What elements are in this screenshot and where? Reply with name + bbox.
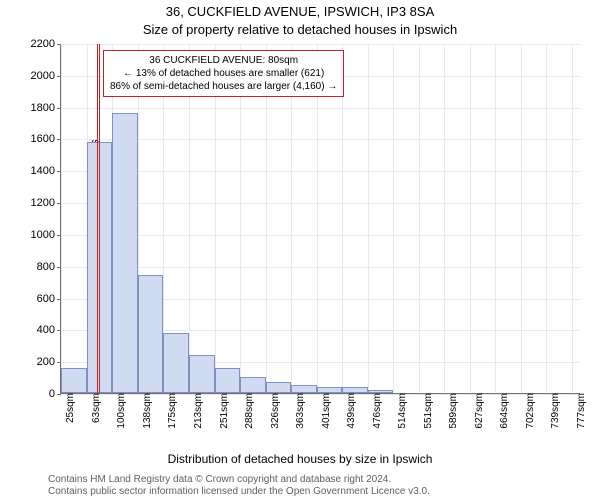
xtick-label: 100sqm — [112, 393, 127, 429]
xtick-label: 213sqm — [189, 393, 204, 429]
gridline-v — [572, 44, 573, 393]
gridline-v — [393, 44, 394, 393]
xtick-label: 439sqm — [342, 393, 357, 429]
xtick-label: 702sqm — [521, 393, 536, 429]
gridline-h — [61, 108, 580, 109]
annotation-line-2: ← 13% of detached houses are smaller (62… — [110, 67, 337, 80]
gridline-h — [61, 267, 580, 268]
y-axis-label-wrap: Number of detached properties — [0, 0, 20, 430]
license-text: Contains HM Land Registry data © Crown c… — [48, 474, 430, 498]
plot-area: 0200400600800100012001400160018002000220… — [60, 44, 580, 394]
xtick-label: 476sqm — [368, 393, 383, 429]
xtick-label: 401sqm — [317, 393, 332, 429]
ytick-label: 800 — [37, 261, 61, 273]
histogram-bar — [189, 355, 215, 393]
gridline-h — [61, 139, 580, 140]
xtick-label: 25sqm — [61, 393, 76, 423]
chart-container: 36, CUCKFIELD AVENUE, IPSWICH, IP3 8SA S… — [0, 0, 600, 500]
xtick-label: 175sqm — [163, 393, 178, 429]
xtick-label: 251sqm — [215, 393, 230, 429]
xtick-label: 589sqm — [444, 393, 459, 429]
title-main: 36, CUCKFIELD AVENUE, IPSWICH, IP3 8SA — [0, 4, 600, 19]
gridline-v — [495, 44, 496, 393]
license-line-1: Contains HM Land Registry data © Crown c… — [48, 474, 391, 485]
ytick-label: 1800 — [31, 102, 61, 114]
title-sub: Size of property relative to detached ho… — [0, 22, 600, 37]
gridline-v — [61, 44, 62, 393]
gridline-v — [419, 44, 420, 393]
ytick-label: 1000 — [31, 229, 61, 241]
histogram-bar — [163, 333, 189, 393]
ytick-label: 1600 — [31, 133, 61, 145]
ytick-label: 0 — [49, 388, 61, 400]
ytick-label: 1200 — [31, 197, 61, 209]
gridline-h — [61, 171, 580, 172]
histogram-bar — [342, 387, 367, 393]
xtick-label: 627sqm — [470, 393, 485, 429]
ytick-label: 2000 — [31, 70, 61, 82]
ytick-label: 600 — [37, 293, 61, 305]
ytick-label: 400 — [37, 324, 61, 336]
ytick-label: 1400 — [31, 165, 61, 177]
license-line-2: Contains public sector information licen… — [48, 486, 430, 497]
xtick-label: 777sqm — [572, 393, 587, 429]
gridline-h — [61, 235, 580, 236]
gridline-v — [546, 44, 547, 393]
xtick-label: 63sqm — [87, 393, 102, 423]
histogram-bar — [291, 385, 317, 393]
histogram-bar — [112, 113, 138, 393]
histogram-bar — [368, 390, 394, 393]
gridline-h — [61, 203, 580, 204]
histogram-bar — [138, 275, 163, 393]
histogram-bar — [240, 377, 266, 393]
xtick-label: 664sqm — [495, 393, 510, 429]
xtick-label: 551sqm — [419, 393, 434, 429]
annotation-box: 36 CUCKFIELD AVENUE: 80sqm← 13% of detac… — [103, 50, 344, 97]
annotation-line-3: 86% of semi-detached houses are larger (… — [110, 80, 337, 93]
x-axis-label: Distribution of detached houses by size … — [0, 452, 600, 466]
histogram-bar — [215, 368, 240, 393]
annotation-line-1: 36 CUCKFIELD AVENUE: 80sqm — [110, 54, 337, 67]
xtick-label: 739sqm — [546, 393, 561, 429]
histogram-bar — [61, 368, 87, 393]
xtick-label: 326sqm — [266, 393, 281, 429]
ytick-label: 200 — [37, 356, 61, 368]
gridline-v — [470, 44, 471, 393]
gridline-v — [521, 44, 522, 393]
gridline-h — [61, 44, 580, 45]
xtick-label: 138sqm — [138, 393, 153, 429]
gridline-v — [444, 44, 445, 393]
xtick-label: 363sqm — [291, 393, 306, 429]
histogram-bar — [266, 382, 291, 393]
gridline-v — [368, 44, 369, 393]
xtick-label: 514sqm — [393, 393, 408, 429]
ytick-label: 2200 — [31, 38, 61, 50]
histogram-bar — [317, 387, 343, 393]
property-marker — [97, 44, 100, 393]
xtick-label: 288sqm — [240, 393, 255, 429]
